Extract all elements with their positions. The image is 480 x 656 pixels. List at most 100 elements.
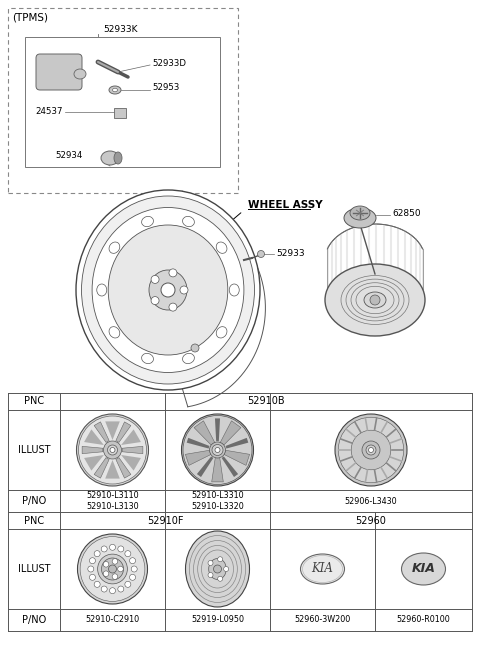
- Circle shape: [101, 586, 107, 592]
- Circle shape: [103, 571, 109, 577]
- Ellipse shape: [108, 225, 228, 355]
- Ellipse shape: [338, 417, 404, 483]
- Polygon shape: [222, 457, 238, 477]
- Ellipse shape: [351, 430, 391, 470]
- Ellipse shape: [97, 284, 107, 296]
- Circle shape: [125, 581, 131, 587]
- Polygon shape: [105, 421, 120, 440]
- Ellipse shape: [362, 441, 380, 459]
- Text: PNC: PNC: [24, 396, 44, 407]
- Text: 62850: 62850: [392, 209, 420, 218]
- Polygon shape: [194, 420, 215, 445]
- Ellipse shape: [101, 558, 123, 580]
- Ellipse shape: [79, 416, 146, 484]
- Ellipse shape: [112, 89, 118, 92]
- Circle shape: [118, 566, 123, 572]
- Circle shape: [109, 544, 116, 550]
- Circle shape: [180, 286, 188, 294]
- Text: 52933D: 52933D: [152, 58, 186, 68]
- Circle shape: [110, 447, 115, 453]
- Circle shape: [191, 344, 199, 352]
- Ellipse shape: [77, 534, 147, 604]
- Circle shape: [169, 269, 177, 277]
- Circle shape: [131, 566, 137, 572]
- Text: 52960-R0100: 52960-R0100: [396, 615, 450, 625]
- Polygon shape: [82, 446, 103, 454]
- Text: ILLUST: ILLUST: [18, 564, 50, 574]
- Polygon shape: [84, 430, 104, 445]
- Polygon shape: [215, 419, 220, 441]
- Text: 52960: 52960: [356, 516, 386, 525]
- Circle shape: [89, 558, 96, 564]
- Text: 24537: 24537: [35, 106, 62, 115]
- Polygon shape: [121, 430, 141, 445]
- Ellipse shape: [182, 216, 194, 226]
- Ellipse shape: [109, 86, 121, 94]
- Ellipse shape: [335, 414, 407, 486]
- Text: PNC: PNC: [24, 516, 44, 525]
- Circle shape: [118, 586, 124, 592]
- Circle shape: [118, 546, 124, 552]
- Text: KIA: KIA: [411, 562, 435, 575]
- Ellipse shape: [97, 554, 127, 584]
- Ellipse shape: [109, 327, 120, 338]
- Ellipse shape: [344, 208, 376, 228]
- Ellipse shape: [229, 284, 239, 296]
- Ellipse shape: [216, 242, 227, 253]
- Circle shape: [151, 276, 159, 283]
- Ellipse shape: [101, 151, 119, 165]
- Polygon shape: [105, 460, 120, 479]
- Text: 52933K: 52933K: [103, 26, 137, 35]
- Circle shape: [208, 560, 213, 565]
- Circle shape: [108, 445, 118, 455]
- Polygon shape: [220, 420, 241, 445]
- Ellipse shape: [300, 554, 345, 584]
- Text: 52910-L3310
52910-L3320: 52910-L3310 52910-L3320: [191, 491, 244, 511]
- Circle shape: [257, 251, 264, 258]
- Ellipse shape: [80, 537, 145, 602]
- Circle shape: [130, 574, 135, 581]
- Circle shape: [101, 546, 107, 552]
- Text: 52933: 52933: [276, 249, 305, 258]
- Text: P/NO: P/NO: [22, 496, 46, 506]
- Text: 52950: 52950: [150, 342, 179, 352]
- Circle shape: [112, 574, 118, 579]
- Polygon shape: [84, 455, 104, 470]
- Text: 52910-L3110
52910-L3130: 52910-L3110 52910-L3130: [86, 491, 139, 511]
- Circle shape: [89, 574, 96, 581]
- Text: ILLUST: ILLUST: [18, 445, 50, 455]
- Polygon shape: [94, 458, 109, 478]
- Polygon shape: [116, 422, 131, 442]
- Circle shape: [212, 445, 223, 455]
- Ellipse shape: [142, 216, 154, 226]
- Text: P/NO: P/NO: [22, 615, 46, 625]
- Circle shape: [369, 447, 373, 453]
- Ellipse shape: [76, 190, 260, 390]
- Polygon shape: [224, 450, 250, 465]
- Circle shape: [370, 295, 380, 305]
- Polygon shape: [122, 446, 143, 454]
- Ellipse shape: [216, 327, 227, 338]
- Polygon shape: [185, 450, 211, 465]
- Text: 52953: 52953: [152, 83, 180, 92]
- Ellipse shape: [109, 242, 120, 253]
- Circle shape: [130, 558, 135, 564]
- Circle shape: [208, 573, 213, 577]
- Ellipse shape: [209, 558, 226, 579]
- Ellipse shape: [149, 270, 187, 310]
- Ellipse shape: [209, 442, 226, 458]
- Text: 52906-L3430: 52906-L3430: [345, 497, 397, 506]
- Polygon shape: [212, 458, 223, 482]
- Polygon shape: [94, 422, 109, 442]
- Polygon shape: [116, 458, 131, 478]
- Circle shape: [215, 447, 220, 453]
- Ellipse shape: [92, 207, 244, 373]
- Ellipse shape: [74, 69, 86, 79]
- Circle shape: [169, 303, 177, 311]
- Ellipse shape: [401, 553, 445, 585]
- Text: (TPMS): (TPMS): [12, 12, 48, 22]
- Text: 52910F: 52910F: [147, 516, 183, 525]
- Ellipse shape: [182, 354, 194, 363]
- Circle shape: [217, 557, 223, 562]
- Polygon shape: [121, 455, 141, 470]
